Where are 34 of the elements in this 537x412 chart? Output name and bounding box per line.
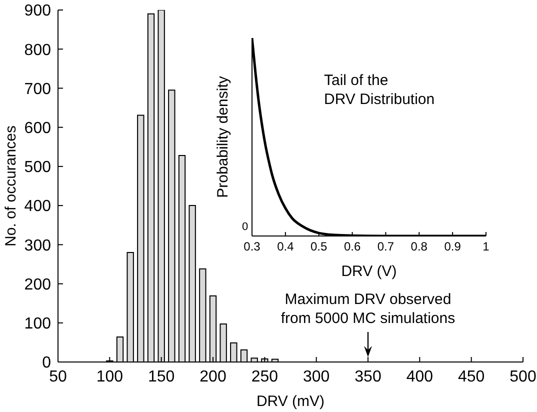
y-tick-label: 600 — [24, 120, 52, 138]
x-tick-label: 0.4 — [277, 240, 294, 254]
x-tick-label: 250 — [251, 368, 278, 386]
y-tick-label: 400 — [24, 198, 52, 216]
x-tick-label: 350 — [354, 368, 382, 386]
x-tick-label: 0.6 — [344, 240, 361, 254]
x-tick-label: 300 — [302, 368, 330, 386]
x-tick-label: 0.8 — [410, 240, 428, 254]
x-tick-label: 0.3 — [244, 240, 261, 254]
x-tick-label: 1 — [482, 240, 490, 254]
annotation: Tail of the DRV Distribution — [324, 71, 435, 109]
x-tick-label: 400 — [406, 368, 434, 386]
x-tick-label: 0.5 — [310, 240, 328, 254]
y-tick-label: 800 — [24, 42, 52, 59]
x-tick-label: 200 — [200, 368, 226, 386]
x-tick-label: 450 — [458, 368, 485, 386]
x-tick-label: 0.9 — [444, 240, 462, 254]
y-tick-label: 500 — [24, 159, 52, 176]
x-tick-label: 100 — [96, 368, 124, 386]
y-axis-title: Probability density — [214, 76, 232, 198]
annotation: 0 — [242, 220, 248, 235]
annotation: Maximum DRV observed from 5000 MC simulations — [280, 290, 456, 328]
y-tick-label: 0 — [42, 354, 52, 372]
y-tick-label: 100 — [24, 316, 52, 333]
y-tick-label: 900 — [24, 2, 52, 20]
y-tick-label: 200 — [24, 276, 52, 294]
x-axis-title: DRV (V) — [341, 263, 397, 280]
y-axis-title: No. of occurances — [2, 126, 20, 246]
y-tick-label: 700 — [24, 80, 52, 98]
x-tick-label: 150 — [148, 368, 175, 386]
x-tick-label: 500 — [510, 368, 536, 386]
x-tick-label: 50 — [49, 368, 67, 386]
x-axis-title: DRV (mV) — [256, 393, 325, 410]
x-tick-label: 0.7 — [377, 240, 394, 254]
